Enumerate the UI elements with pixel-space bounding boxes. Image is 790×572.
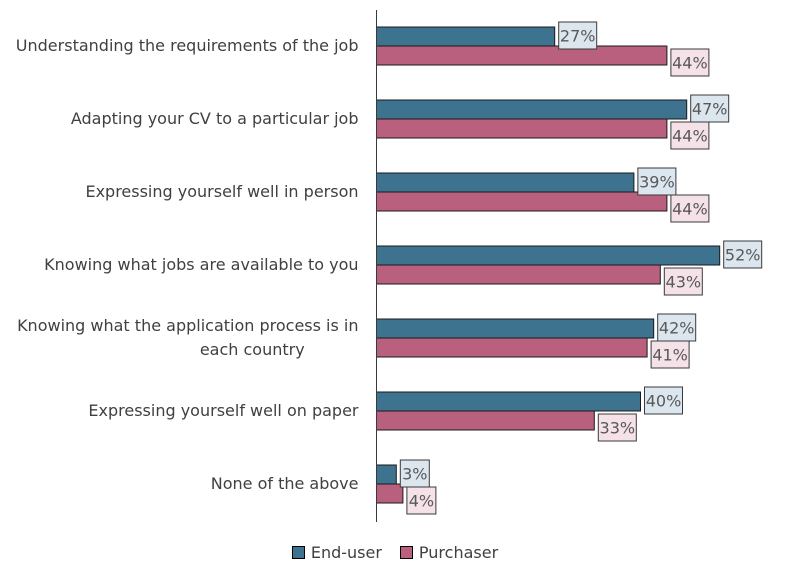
- data-label-purchaser-1: 44%: [670, 48, 710, 77]
- data-label-text: 47%: [692, 100, 728, 119]
- bar-end-user-5: [376, 318, 655, 339]
- data-label-purchaser-4: 43%: [663, 267, 703, 296]
- data-label-text: 33%: [600, 419, 636, 438]
- bar-purchaser-2: [376, 118, 668, 139]
- data-label-purchaser-6: 33%: [597, 413, 637, 442]
- data-label-box: [644, 386, 683, 415]
- category-label-6: Expressing yourself well on paper: [88, 401, 359, 420]
- data-label-text: 39%: [639, 173, 675, 192]
- data-label-box: [670, 194, 710, 223]
- data-label-box: [597, 413, 637, 442]
- bar-end-user-6: [376, 391, 641, 412]
- data-label-box: [670, 48, 710, 77]
- data-label-end-user-1: 27%: [558, 21, 598, 50]
- data-label-box: [637, 167, 677, 196]
- legend-label-purchaser: Purchaser: [418, 543, 499, 562]
- legend: End-user Purchaser: [0, 543, 790, 562]
- data-label-box: [650, 340, 690, 369]
- category-label-line: Understanding the requirements of the jo…: [16, 36, 359, 55]
- data-label-text: 43%: [666, 273, 702, 292]
- data-label-end-user-5: 42%: [657, 313, 697, 342]
- category-label-line: Expressing yourself well on paper: [88, 401, 359, 420]
- data-label-box: [663, 267, 703, 296]
- data-label-text: 42%: [659, 319, 695, 338]
- data-label-box: [406, 486, 437, 515]
- bar-purchaser-7: [376, 483, 404, 504]
- data-label-purchaser-2: 44%: [670, 121, 710, 150]
- legend-item-end-user: End-user: [291, 543, 382, 562]
- data-label-text: 40%: [646, 392, 682, 411]
- data-label-text: 4%: [409, 492, 434, 511]
- data-label-text: 3%: [402, 465, 427, 484]
- category-label-7: None of the above: [211, 474, 359, 493]
- data-label-text: 44%: [672, 54, 708, 73]
- data-label-end-user-2: 47%: [690, 94, 730, 123]
- data-label-purchaser-3: 44%: [670, 194, 710, 223]
- data-label-box: [558, 21, 598, 50]
- category-label-5: Knowing what the application process is …: [17, 316, 358, 359]
- bars: [376, 26, 721, 504]
- bar-purchaser-4: [376, 264, 661, 285]
- data-label-box: [670, 121, 710, 150]
- data-label-end-user-6: 40%: [644, 386, 683, 415]
- data-label-text: 41%: [652, 346, 688, 365]
- bar-end-user-4: [376, 245, 721, 266]
- bar-purchaser-6: [376, 410, 595, 431]
- category-label-2: Adapting your CV to a particular job: [71, 109, 359, 128]
- data-label-text: 27%: [560, 27, 596, 46]
- data-label-purchaser-7: 4%: [406, 486, 437, 515]
- category-label-3: Expressing yourself well in person: [85, 182, 358, 201]
- category-label-4: Knowing what jobs are available to you: [44, 255, 358, 274]
- bar-purchaser-3: [376, 191, 668, 212]
- category-label-line: Knowing what jobs are available to you: [44, 255, 358, 274]
- data-label-purchaser-5: 41%: [650, 340, 690, 369]
- data-label-text: 52%: [725, 246, 761, 265]
- data-label-text: 44%: [672, 200, 708, 219]
- bar-end-user-3: [376, 172, 635, 193]
- bar-end-user-1: [376, 26, 556, 47]
- bar-chart: Understanding the requirements of the jo…: [16, 10, 763, 522]
- legend-swatch-end-user: [291, 546, 305, 559]
- legend-item-purchaser: Purchaser: [399, 543, 499, 562]
- category-label-1: Understanding the requirements of the jo…: [16, 36, 359, 55]
- bar-purchaser-1: [376, 45, 668, 66]
- category-label-line: Knowing what the application process is …: [17, 316, 358, 335]
- category-label-line: Expressing yourself well in person: [85, 182, 358, 201]
- bar-purchaser-5: [376, 337, 648, 358]
- data-label-box: [690, 94, 730, 123]
- category-label-line: each country: [200, 340, 305, 359]
- data-label-box: [399, 459, 430, 488]
- bar-end-user-7: [376, 464, 397, 485]
- data-label-end-user-4: 52%: [723, 240, 763, 269]
- category-label-line: Adapting your CV to a particular job: [71, 109, 359, 128]
- data-label-end-user-7: 3%: [399, 459, 430, 488]
- data-label-end-user-3: 39%: [637, 167, 677, 196]
- legend-label-end-user: End-user: [310, 543, 382, 562]
- category-labels: Understanding the requirements of the jo…: [16, 36, 359, 493]
- legend-swatch-purchaser: [399, 546, 413, 559]
- data-labels: 27% 44% 47% 44% 39% 44% 52% 43% 42% 41% 40% 33% 3% 4%: [399, 21, 763, 515]
- data-label-text: 44%: [672, 127, 708, 146]
- category-label-line: None of the above: [211, 474, 359, 493]
- bar-end-user-2: [376, 99, 688, 120]
- data-label-box: [723, 240, 763, 269]
